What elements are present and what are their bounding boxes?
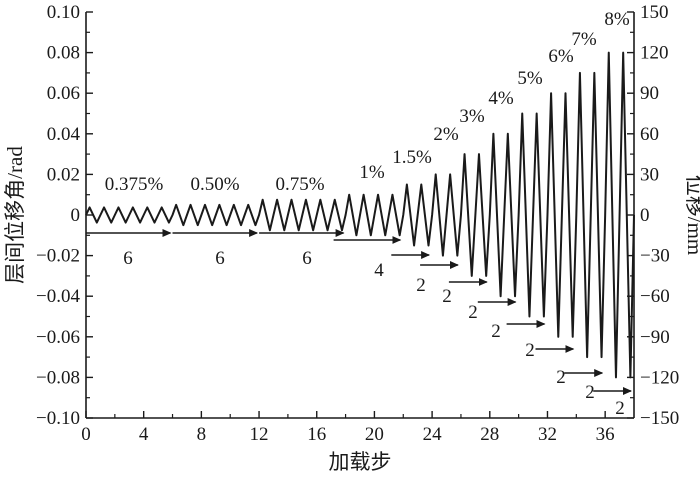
- y2-tick-label: 0: [640, 205, 650, 226]
- cycle-count-label: 2: [615, 398, 625, 419]
- drift-level-label: 7%: [571, 29, 597, 50]
- y2-tick-label: 60: [640, 124, 659, 145]
- drift-level-label: 6%: [548, 46, 574, 67]
- x-tick-label: 12: [250, 424, 269, 445]
- y-axis-label: 层间位移角/rad: [3, 146, 27, 284]
- y-tick-label: 0.08: [47, 43, 80, 64]
- y2-tick-label: 90: [640, 83, 659, 104]
- y-tick-label: −0.10: [36, 408, 80, 429]
- cycle-count-label: 6: [123, 248, 133, 269]
- cycle-count-label: 2: [442, 286, 452, 307]
- y2-tick-label: 30: [640, 164, 659, 185]
- y2-tick-label: −60: [640, 286, 670, 307]
- cycle-count-label: 2: [416, 275, 426, 296]
- y-tick-label: −0.04: [36, 286, 80, 307]
- y-tick-label: 0.06: [47, 83, 80, 104]
- drift-level-label: 0.375%: [105, 174, 164, 195]
- series-layer: [85, 51, 635, 379]
- cycle-count-label: 2: [525, 340, 535, 361]
- x-tick-label: 8: [197, 424, 207, 445]
- y-tick-label: 0.10: [47, 2, 80, 23]
- drift-level-label: 0.75%: [275, 174, 324, 195]
- y2-tick-label: −120: [640, 367, 679, 388]
- axes-layer: 0 4 8 12 16 20 24 28 32 36−0.10−0.08−0.06−0.04−0.…: [36, 2, 679, 445]
- x-tick-label: 36: [596, 424, 615, 445]
- cycle-count-label: 2: [556, 367, 566, 388]
- y-tick-label: −0.08: [36, 367, 80, 388]
- x-tick-label: 4: [139, 424, 149, 445]
- drift-level-label: 4%: [488, 88, 514, 109]
- y-tick-label: −0.02: [36, 246, 80, 267]
- y2-tick-label: −90: [640, 327, 670, 348]
- x-axis-label: 加载步: [329, 450, 392, 474]
- y2-tick-label: −30: [640, 246, 670, 267]
- x-tick-label: 16: [307, 424, 326, 445]
- cycle-count-label: 2: [585, 382, 595, 403]
- y-tick-label: 0: [71, 205, 81, 226]
- cycle-count-label: 2: [491, 321, 501, 342]
- cycle-count-label: 6: [302, 248, 312, 269]
- y2-tick-label: −150: [640, 408, 679, 429]
- drift-level-label: 8%: [604, 9, 630, 30]
- cycle-count-label: 2: [468, 302, 478, 323]
- x-tick-label: 32: [538, 424, 557, 445]
- drift-level-label: 0.50%: [190, 174, 239, 195]
- annotation-layer: 0.375% 6 0.50% 6 0.75% 6 1% 4 1.5% 2 2% 2 3% 2 4% 2 5% 2 6…: [86, 9, 632, 419]
- y-tick-label: −0.06: [36, 327, 80, 348]
- x-tick-label: 0: [81, 424, 91, 445]
- drift-level-label: 3%: [459, 106, 485, 127]
- y-tick-label: 0.04: [47, 124, 81, 145]
- protocol-curve: [85, 51, 635, 379]
- drift-level-label: 5%: [517, 68, 543, 89]
- cycle-count-label: 6: [215, 248, 225, 269]
- y2-tick-label: 150: [640, 2, 669, 23]
- drift-level-label: 1.5%: [392, 147, 432, 168]
- y2-axis-label: 位移/mm: [683, 175, 700, 256]
- y-tick-label: 0.02: [47, 164, 80, 185]
- cycle-count-label: 4: [374, 260, 384, 281]
- x-tick-label: 20: [365, 424, 384, 445]
- x-tick-label: 24: [423, 424, 443, 445]
- drift-level-label: 1%: [359, 162, 385, 183]
- drift-level-label: 2%: [433, 124, 459, 145]
- y2-tick-label: 120: [640, 43, 669, 64]
- x-tick-label: 28: [480, 424, 499, 445]
